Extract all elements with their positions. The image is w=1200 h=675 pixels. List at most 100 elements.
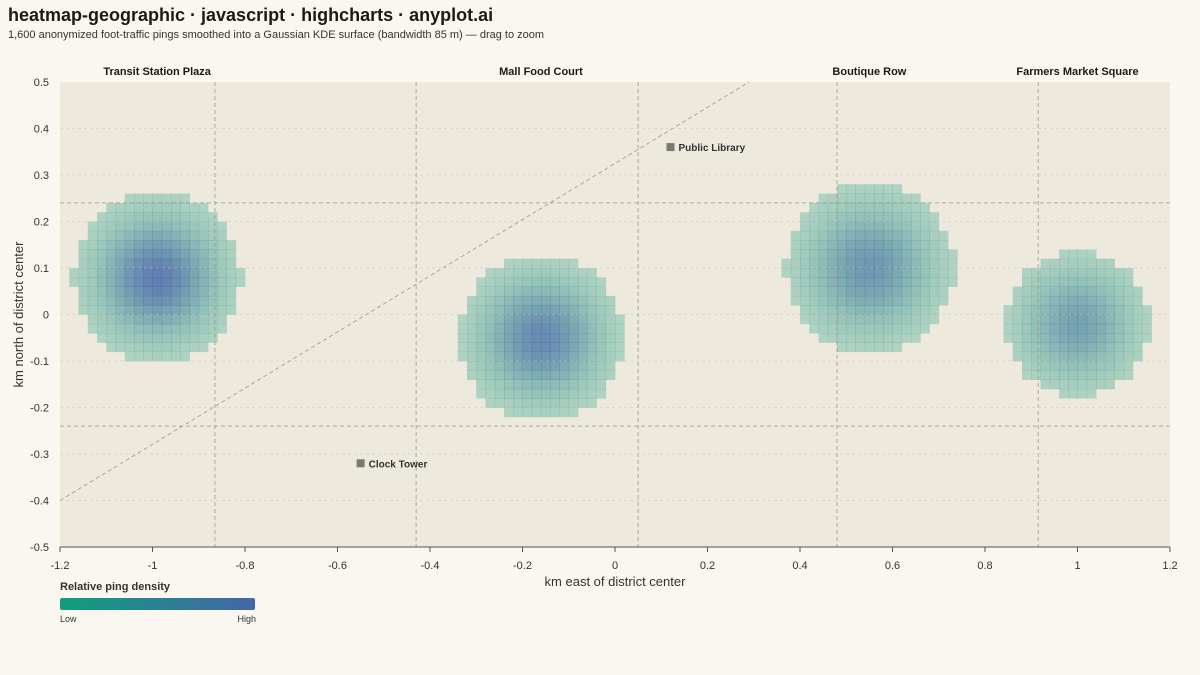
density-cell[interactable] [78,268,89,278]
density-cell[interactable] [1068,370,1078,380]
density-cell[interactable] [605,342,616,353]
density-cell[interactable] [809,258,819,269]
density-cell[interactable] [855,212,866,222]
density-cell[interactable] [559,268,570,278]
density-cell[interactable] [513,388,523,399]
density-cell[interactable] [855,314,866,325]
density-cell[interactable] [143,277,153,287]
density-cell[interactable] [134,221,144,232]
density-cell[interactable] [208,240,218,250]
density-cell[interactable] [864,193,875,204]
density-cell[interactable] [911,258,921,269]
density-cell[interactable] [124,305,135,315]
density-cell[interactable] [124,286,135,297]
density-cell[interactable] [1096,295,1106,306]
density-cell[interactable] [134,268,144,278]
density-cell[interactable] [587,314,597,325]
density-cell[interactable] [198,258,209,269]
density-cell[interactable] [124,212,135,222]
density-cell[interactable] [846,221,856,232]
density-cell[interactable] [883,249,893,260]
density-cell[interactable] [605,305,616,315]
density-cell[interactable] [485,398,496,408]
density-cell[interactable] [1059,388,1069,399]
density-cell[interactable] [827,230,838,241]
density-cell[interactable] [587,286,597,297]
density-cell[interactable] [143,240,153,250]
density-cell[interactable] [531,351,542,362]
density-cell[interactable] [180,333,190,343]
density-cell[interactable] [143,351,153,362]
density-cell[interactable] [1022,268,1032,278]
density-cell[interactable] [883,286,893,297]
density-cell[interactable] [541,277,551,287]
density-cell[interactable] [143,202,153,213]
density-cell[interactable] [217,295,227,306]
density-cell[interactable] [1096,305,1106,315]
density-cell[interactable] [226,268,237,278]
density-cell[interactable] [504,351,514,362]
density-cell[interactable] [578,268,588,278]
density-cell[interactable] [892,333,903,343]
density-cell[interactable] [550,407,560,418]
density-cell[interactable] [864,249,875,260]
density-cell[interactable] [605,351,616,362]
density-cell[interactable] [115,258,126,269]
density-cell[interactable] [69,268,79,278]
density-cell[interactable] [846,268,856,278]
density-cell[interactable] [1031,361,1041,371]
density-cell[interactable] [1068,379,1078,390]
density-cell[interactable] [883,314,893,325]
density-cell[interactable] [1133,342,1143,353]
density-cell[interactable] [587,398,597,408]
density-cell[interactable] [837,212,847,222]
density-cell[interactable] [189,295,200,306]
density-cell[interactable] [467,333,477,343]
density-cell[interactable] [171,268,181,278]
density-cell[interactable] [522,388,533,399]
density-cell[interactable] [892,230,903,241]
density-cell[interactable] [1114,361,1125,371]
density-cell[interactable] [124,333,135,343]
density-cell[interactable] [827,221,838,232]
density-cell[interactable] [208,230,218,241]
density-cell[interactable] [837,314,847,325]
density-cell[interactable] [115,323,126,334]
density-cell[interactable] [1105,351,1115,362]
density-cell[interactable] [476,342,486,353]
density-cell[interactable] [846,184,856,194]
density-cell[interactable] [531,277,542,287]
density-cell[interactable] [1022,351,1032,362]
density-cell[interactable] [578,361,588,371]
density-cell[interactable] [78,305,89,315]
density-cell[interactable] [87,323,98,334]
density-cell[interactable] [513,333,523,343]
density-cell[interactable] [1096,333,1106,343]
density-cell[interactable] [864,258,875,269]
density-cell[interactable] [115,277,126,287]
density-cell[interactable] [892,202,903,213]
density-cell[interactable] [189,212,200,222]
density-cell[interactable] [855,258,866,269]
density-cell[interactable] [864,277,875,287]
density-cell[interactable] [1040,370,1051,380]
density-cell[interactable] [1096,277,1106,287]
density-cell[interactable] [180,351,190,362]
density-cell[interactable] [1114,342,1125,353]
density-cell[interactable] [911,230,921,241]
density-cell[interactable] [1105,268,1115,278]
density-cell[interactable] [124,193,135,204]
density-cell[interactable] [494,379,505,390]
density-cell[interactable] [541,305,551,315]
density-cell[interactable] [106,221,116,232]
density-cell[interactable] [494,277,505,287]
density-cell[interactable] [152,333,163,343]
density-cell[interactable] [189,305,200,315]
density-cell[interactable] [1012,314,1023,325]
density-cell[interactable] [938,240,949,250]
density-cell[interactable] [97,258,107,269]
density-cell[interactable] [855,268,866,278]
density-cell[interactable] [864,295,875,306]
density-cell[interactable] [615,314,625,325]
density-cell[interactable] [1012,295,1023,306]
